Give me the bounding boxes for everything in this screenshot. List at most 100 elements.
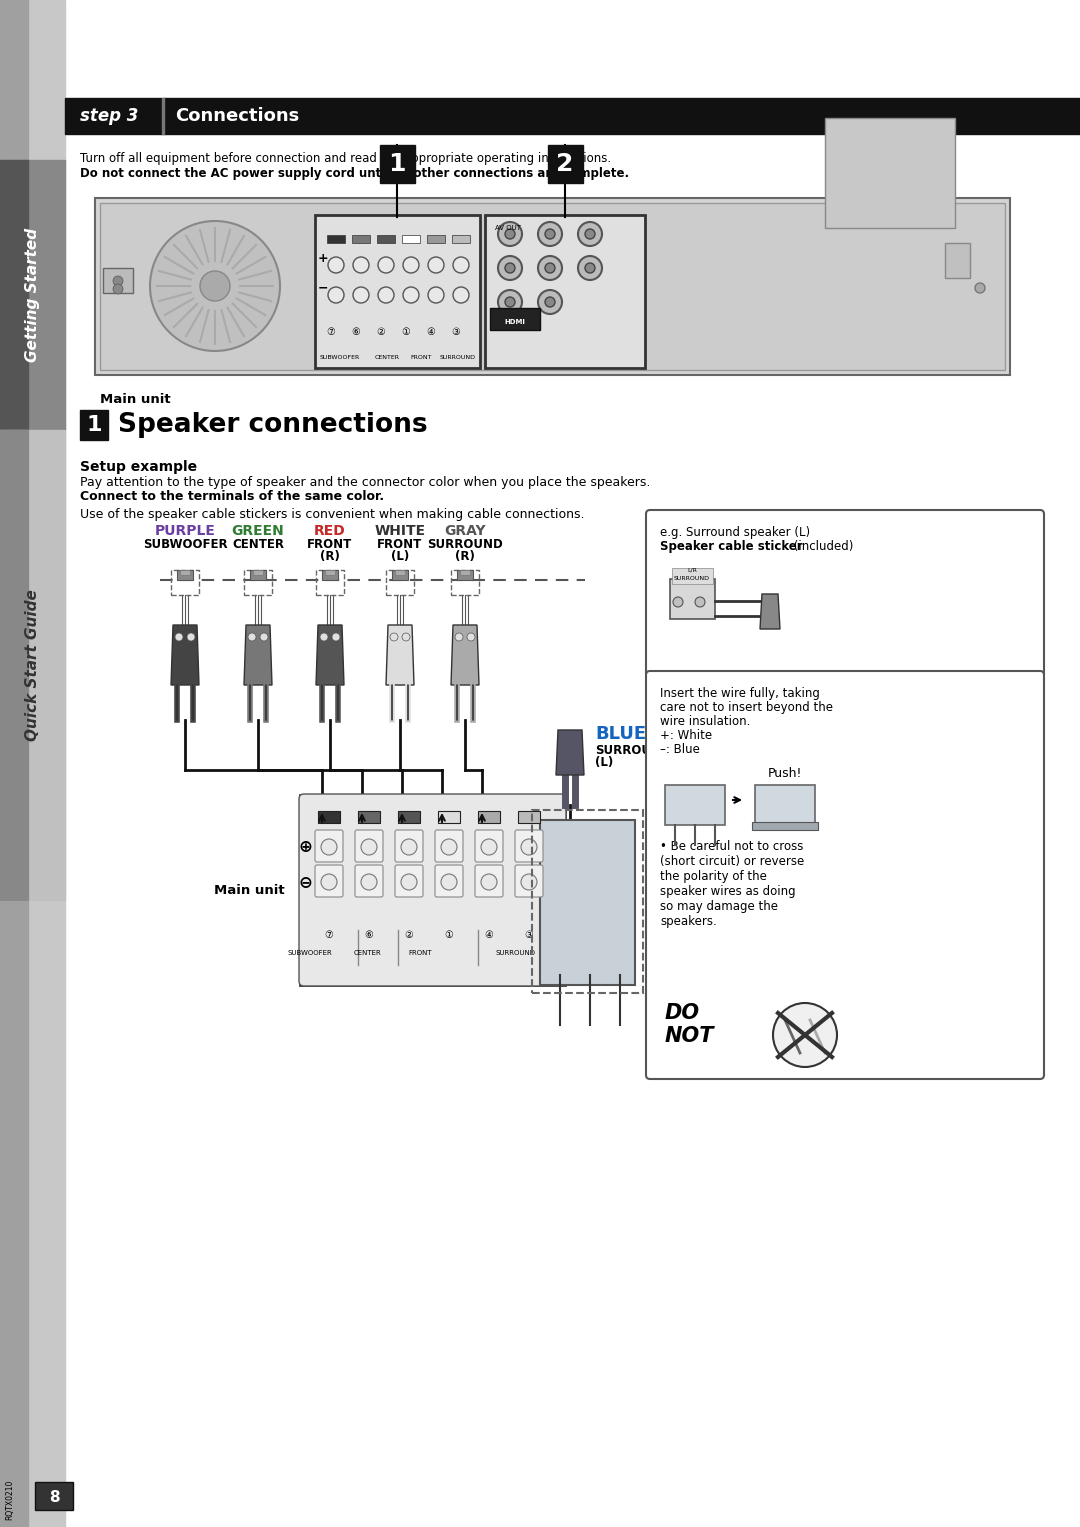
Text: wire insulation.: wire insulation. — [660, 715, 751, 728]
Text: FRONT: FRONT — [377, 538, 422, 551]
Text: WHITE: WHITE — [375, 524, 426, 538]
Circle shape — [401, 873, 417, 890]
Text: ④: ④ — [427, 327, 435, 337]
Text: ⊖: ⊖ — [298, 873, 312, 892]
Circle shape — [481, 838, 497, 855]
Polygon shape — [556, 730, 584, 776]
Circle shape — [505, 296, 515, 307]
Bar — [752, 822, 818, 831]
Circle shape — [498, 221, 522, 246]
Bar — [0, 431, 28, 899]
FancyBboxPatch shape — [435, 831, 463, 863]
Circle shape — [428, 287, 444, 302]
Circle shape — [585, 229, 595, 240]
Bar — [402, 235, 420, 243]
Text: PURPLE: PURPLE — [154, 524, 215, 538]
Text: Main unit: Main unit — [214, 884, 285, 896]
Bar — [945, 243, 970, 278]
Circle shape — [428, 257, 444, 273]
FancyBboxPatch shape — [475, 831, 503, 863]
FancyBboxPatch shape — [515, 864, 543, 896]
Polygon shape — [316, 625, 345, 686]
Text: AV OUT: AV OUT — [495, 224, 521, 231]
Text: 8: 8 — [49, 1489, 59, 1504]
Text: ③: ③ — [451, 327, 460, 337]
Text: DO
NOT: DO NOT — [665, 1003, 715, 1046]
FancyBboxPatch shape — [355, 831, 383, 863]
Polygon shape — [244, 625, 272, 686]
Bar — [825, 118, 955, 228]
Circle shape — [353, 257, 369, 273]
Circle shape — [453, 287, 469, 302]
Bar — [327, 235, 345, 243]
FancyBboxPatch shape — [315, 831, 343, 863]
Bar — [162, 98, 164, 134]
Circle shape — [505, 263, 515, 273]
FancyBboxPatch shape — [299, 794, 566, 986]
Bar — [80, 411, 108, 440]
Text: ①: ① — [402, 327, 410, 337]
Bar — [177, 570, 193, 580]
Text: CENTER: CENTER — [232, 538, 284, 551]
Bar — [180, 570, 190, 576]
Text: FRONT: FRONT — [408, 950, 432, 956]
FancyBboxPatch shape — [646, 670, 1044, 1080]
Text: (R): (R) — [320, 550, 340, 563]
Bar — [0, 160, 28, 431]
Bar — [0, 0, 65, 1527]
Text: RQTX0210: RQTX0210 — [5, 1480, 14, 1521]
Circle shape — [248, 634, 256, 641]
Text: (short circuit) or reverse: (short circuit) or reverse — [660, 855, 805, 867]
Circle shape — [673, 597, 683, 608]
Bar — [540, 820, 635, 985]
Bar — [395, 570, 405, 576]
Circle shape — [538, 290, 562, 315]
Circle shape — [113, 276, 123, 286]
Text: SURROUND: SURROUND — [674, 576, 710, 580]
FancyBboxPatch shape — [395, 831, 423, 863]
Text: • Be careful not to cross: • Be careful not to cross — [660, 840, 804, 854]
Text: RED: RED — [314, 524, 346, 538]
Circle shape — [328, 257, 345, 273]
Text: Getting Started: Getting Started — [26, 228, 41, 362]
FancyBboxPatch shape — [435, 864, 463, 896]
Circle shape — [455, 634, 463, 641]
Bar — [670, 579, 715, 618]
Circle shape — [538, 221, 562, 246]
Circle shape — [545, 296, 555, 307]
Bar — [438, 811, 460, 823]
Circle shape — [521, 838, 537, 855]
Text: 2: 2 — [556, 153, 573, 176]
Circle shape — [545, 229, 555, 240]
FancyBboxPatch shape — [315, 864, 343, 896]
Circle shape — [361, 838, 377, 855]
Text: care not to insert beyond the: care not to insert beyond the — [660, 701, 833, 715]
Text: CENTER: CENTER — [354, 950, 382, 956]
Circle shape — [328, 287, 345, 302]
Text: GRAY: GRAY — [444, 524, 486, 538]
Text: SURROUND: SURROUND — [495, 950, 535, 956]
Text: 1: 1 — [388, 153, 406, 176]
Text: (included): (included) — [791, 541, 853, 553]
Circle shape — [453, 257, 469, 273]
Circle shape — [361, 873, 377, 890]
Text: ⑥: ⑥ — [352, 327, 361, 337]
Bar — [95, 199, 1010, 376]
Bar — [380, 145, 415, 183]
Text: GREEN: GREEN — [231, 524, 284, 538]
Circle shape — [332, 634, 340, 641]
Bar — [665, 785, 725, 825]
Bar — [460, 570, 470, 576]
Text: ③: ③ — [525, 930, 534, 941]
Circle shape — [150, 221, 280, 351]
Polygon shape — [386, 625, 414, 686]
Bar — [478, 811, 500, 823]
Circle shape — [260, 634, 268, 641]
Circle shape — [481, 873, 497, 890]
Bar — [518, 811, 540, 823]
Circle shape — [498, 290, 522, 315]
Bar — [65, 98, 1080, 134]
Text: Pay attention to the type of speaker and the connector color when you place the : Pay attention to the type of speaker and… — [80, 476, 650, 489]
Text: ②: ② — [405, 930, 414, 941]
Text: ⑦: ⑦ — [325, 930, 334, 941]
